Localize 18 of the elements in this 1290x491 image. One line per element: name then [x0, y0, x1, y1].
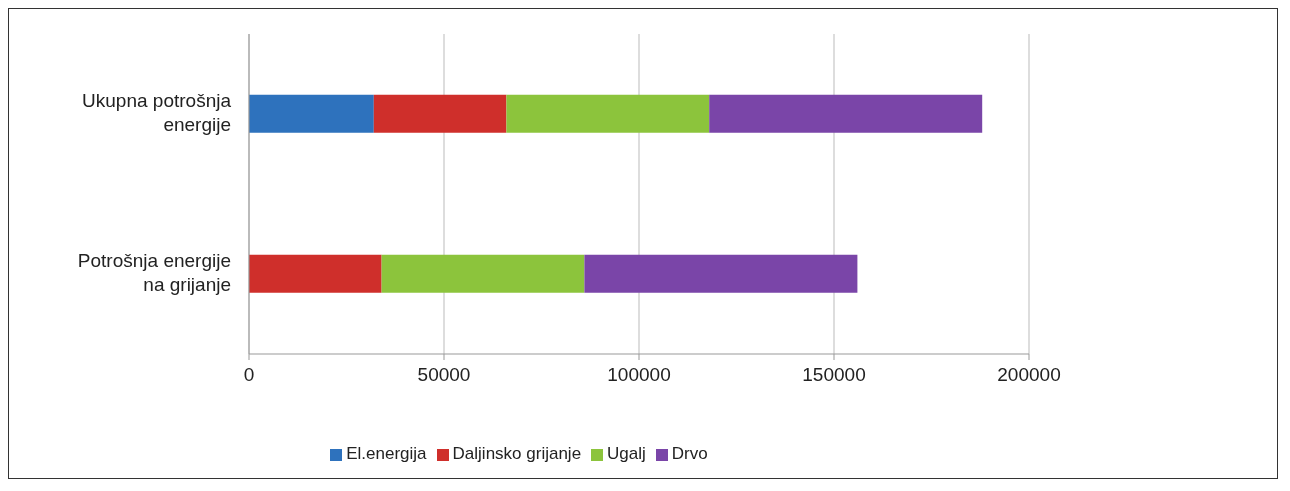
x-tick-label: 100000 — [607, 364, 671, 386]
bar — [709, 94, 983, 133]
legend-label: Drvo — [671, 444, 708, 463]
bar — [249, 254, 382, 293]
bar — [373, 94, 507, 133]
bar — [506, 94, 710, 133]
x-tick-label: 0 — [243, 364, 255, 386]
bar — [381, 254, 585, 293]
x-tick-label: 150000 — [802, 364, 866, 386]
legend-label: El.energija — [346, 444, 427, 463]
x-tick-label: 50000 — [417, 364, 471, 386]
legend-label: Ugalj — [607, 444, 646, 463]
y-tick-label: Potrošnja energije na grijanje — [77, 250, 231, 296]
bar — [584, 254, 858, 293]
legend-label: Daljinsko grijanje — [452, 444, 582, 463]
y-tick-label: Ukupna potrošnja energije — [82, 90, 232, 136]
x-tick-label: 200000 — [997, 364, 1061, 386]
bar — [249, 94, 374, 133]
